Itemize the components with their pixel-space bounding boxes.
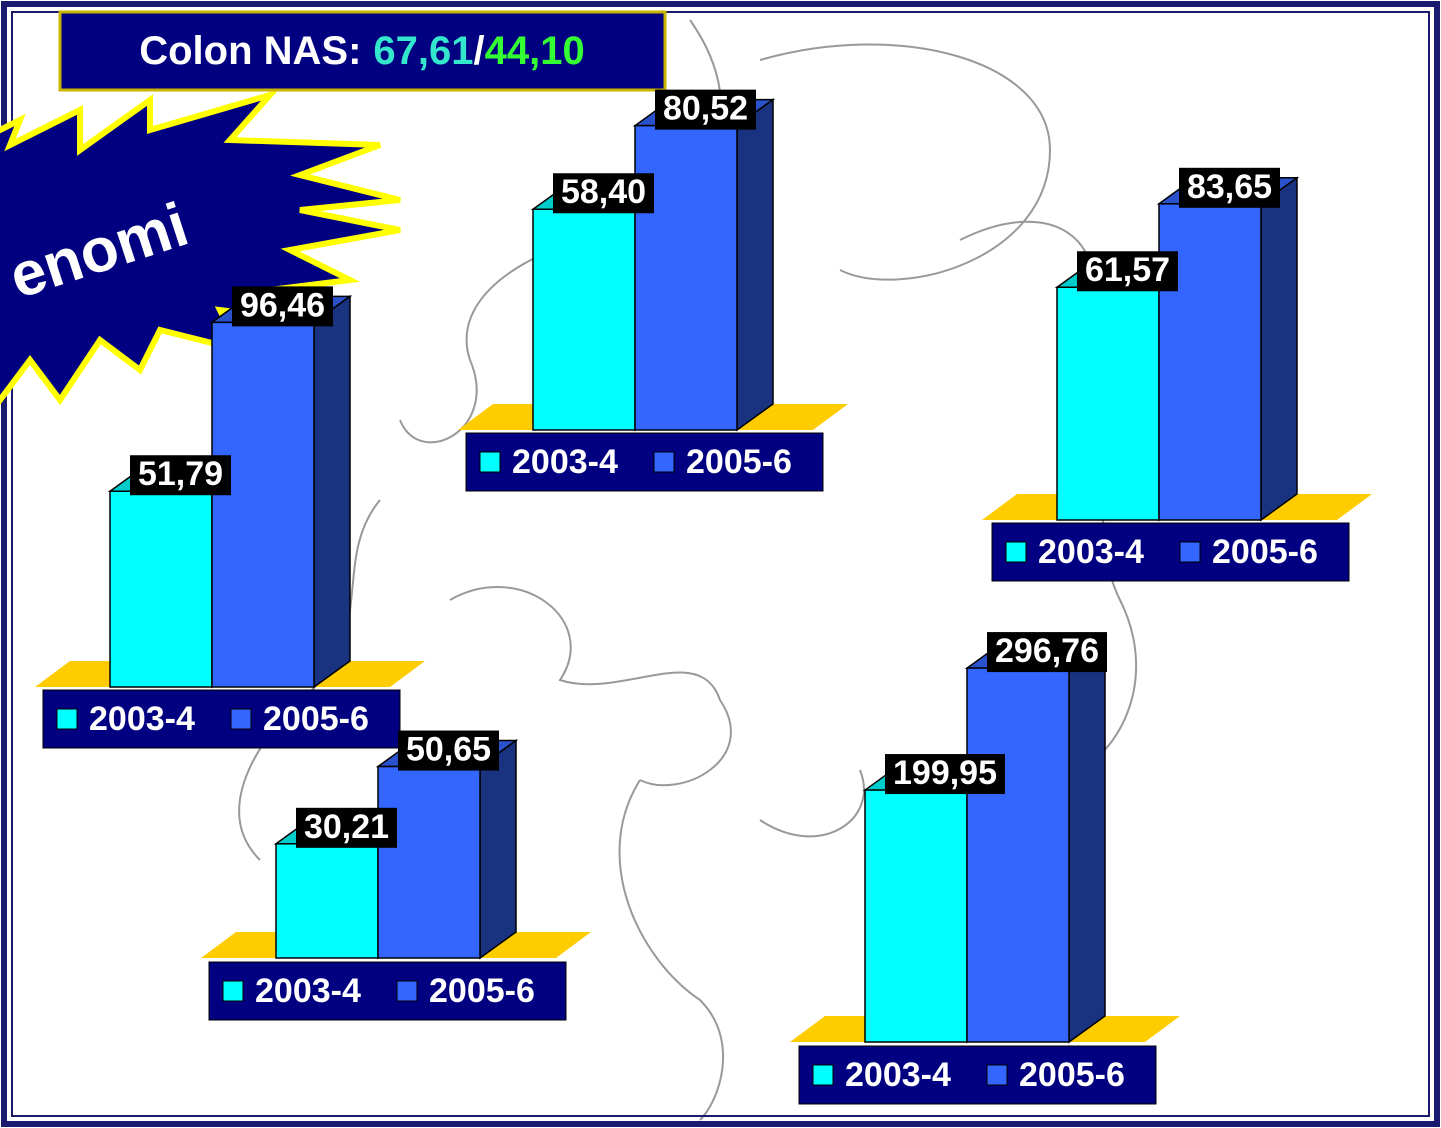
- bar: [967, 668, 1069, 1042]
- bar: [865, 790, 967, 1042]
- legend-label: 2005-6: [1212, 533, 1318, 571]
- bar: [110, 491, 212, 687]
- header-separator: /: [474, 29, 485, 73]
- legend-swatch: [397, 981, 417, 1001]
- value-label: 199,95: [893, 754, 997, 792]
- header-label: Colon NAS:: [139, 29, 361, 73]
- bar: [1159, 204, 1261, 520]
- legend-swatch: [987, 1065, 1007, 1085]
- legend-label: 2003-4: [845, 1056, 951, 1094]
- legend-label: 2005-6: [686, 443, 792, 481]
- bar: [635, 126, 737, 430]
- legend-swatch: [223, 981, 243, 1001]
- bar-side: [480, 741, 516, 958]
- value-label: 61,57: [1085, 251, 1170, 289]
- legend-label: 2003-4: [1038, 533, 1144, 571]
- legend-label: 2005-6: [429, 972, 535, 1010]
- bar-side: [314, 296, 350, 687]
- legend-label: 2003-4: [512, 443, 618, 481]
- legend-swatch: [1180, 542, 1200, 562]
- header: Colon NAS: 67,61/44,10: [60, 12, 665, 90]
- header-value-b: 44,10: [485, 29, 585, 73]
- value-label: 296,76: [995, 632, 1099, 670]
- bar: [533, 209, 635, 430]
- legend-swatch: [231, 709, 251, 729]
- legend-label: 2005-6: [1019, 1056, 1125, 1094]
- slide: enomi Colon NAS:67,61/44,10 51,7996,4620…: [0, 0, 1441, 1128]
- bar: [276, 844, 378, 958]
- legend-swatch: [654, 452, 674, 472]
- value-label: 30,21: [304, 808, 389, 846]
- bar: [1057, 287, 1159, 520]
- legend-label: 2003-4: [255, 972, 361, 1010]
- legend-label: 2005-6: [263, 700, 369, 738]
- legend-swatch: [57, 709, 77, 729]
- bar-side: [1261, 178, 1297, 520]
- bar-side: [1069, 642, 1105, 1042]
- value-label: 80,52: [663, 90, 748, 128]
- bar: [378, 767, 480, 958]
- value-label: 58,40: [561, 173, 646, 211]
- legend-label: 2003-4: [89, 700, 195, 738]
- legend-swatch: [480, 452, 500, 472]
- legend-swatch: [813, 1065, 833, 1085]
- value-label: 83,65: [1187, 168, 1272, 206]
- bar: [212, 322, 314, 687]
- bar-side: [737, 100, 773, 430]
- value-label: 96,46: [240, 286, 325, 324]
- value-label: 50,65: [406, 731, 491, 769]
- header-value-a: 67,61: [373, 29, 473, 73]
- value-label: 51,79: [138, 455, 223, 493]
- legend-swatch: [1006, 542, 1026, 562]
